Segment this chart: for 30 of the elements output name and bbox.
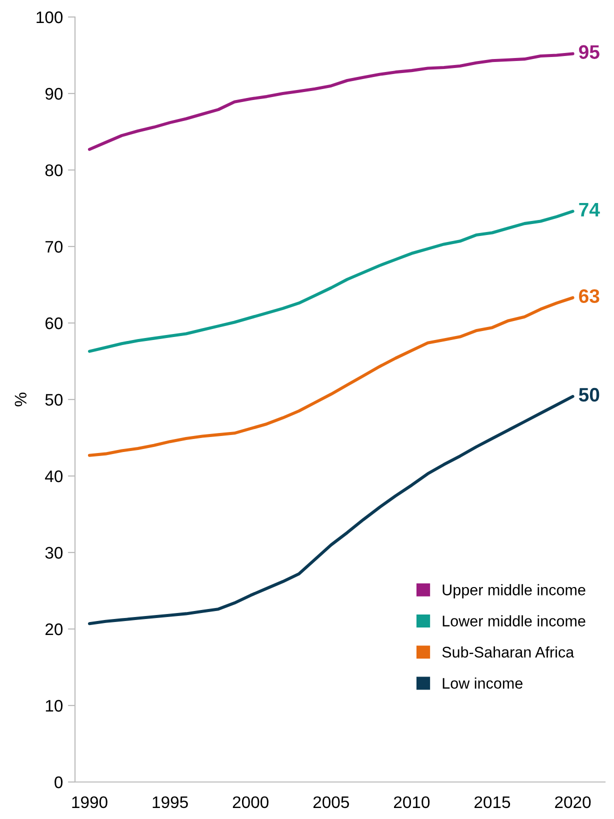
y-axis-title: % bbox=[14, 392, 26, 406]
x-tick-label: 1995 bbox=[152, 796, 188, 808]
legend-label: Upper middle income bbox=[442, 584, 586, 598]
annotation: 50 bbox=[578, 388, 600, 402]
line-series bbox=[88, 296, 574, 457]
y-tick-label: 90 bbox=[45, 88, 63, 100]
y-tick-label: 40 bbox=[45, 470, 63, 482]
annotation: 74 bbox=[579, 202, 600, 216]
line-series bbox=[88, 210, 574, 353]
annotation: 63 bbox=[579, 289, 600, 303]
line-series bbox=[88, 52, 574, 151]
x-tick-label: 2020 bbox=[555, 796, 591, 808]
y-tick-label: 0 bbox=[54, 776, 63, 788]
y-tick-label: 20 bbox=[45, 623, 63, 636]
x-tick-label: 2010 bbox=[394, 796, 430, 808]
x-tick-label: 2000 bbox=[232, 796, 268, 808]
y-tick-label: 30 bbox=[45, 546, 63, 559]
y-tick-label: 50 bbox=[45, 394, 63, 406]
x-tick-label: 2005 bbox=[313, 796, 349, 808]
x-tick-label: 1990 bbox=[72, 796, 108, 808]
legend-label: Sub-Saharan Africa bbox=[442, 646, 574, 658]
y-tick-label: 100 bbox=[36, 11, 63, 24]
legend-label: Low income bbox=[442, 678, 522, 689]
y-tick-label: 70 bbox=[46, 240, 63, 253]
x-tick-label: 2015 bbox=[474, 796, 510, 808]
annotation: 95 bbox=[579, 45, 600, 59]
y-tick-label: 10 bbox=[46, 700, 63, 712]
y-tick-label: 60 bbox=[46, 317, 63, 330]
y-tick-label: 80 bbox=[45, 164, 63, 176]
legend-label: Lower middle income bbox=[442, 615, 586, 626]
